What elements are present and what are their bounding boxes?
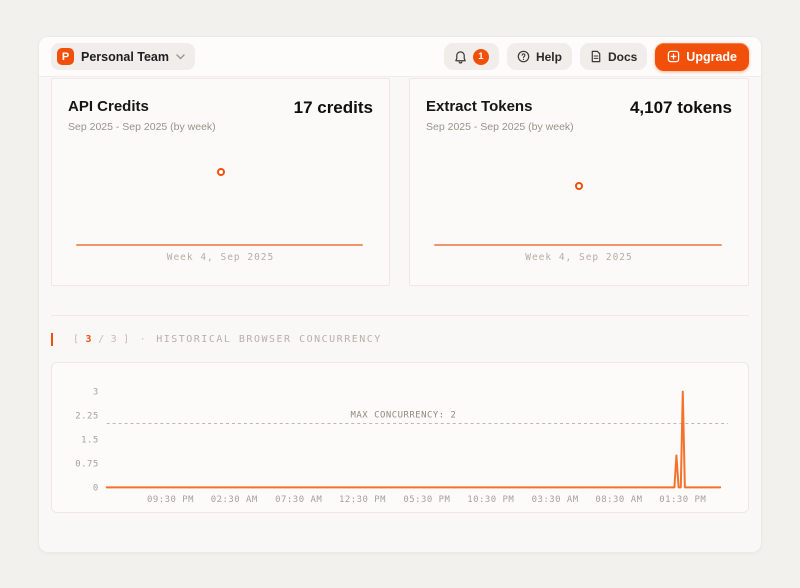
section-divider [51,315,749,316]
svg-text:05:30 PM: 05:30 PM [403,495,450,505]
team-name: Personal Team [81,49,170,64]
upgrade-button-label: Upgrade [686,49,737,64]
card-title: Extract Tokens [426,98,533,115]
svg-text:1.5: 1.5 [81,435,99,445]
team-switcher[interactable]: P Personal Team [51,43,196,70]
svg-text:3: 3 [93,388,99,398]
bell-icon [454,50,467,64]
x-axis-label: Week 4, Sep 2025 [525,252,633,263]
svg-text:0: 0 [93,483,99,493]
concurrency-chart-panel: 0 0.75 1.5 2.25 3 MAX CONCURRENCY: 2 09:30 PM 0… [51,362,749,513]
data-point-dot [575,182,583,190]
api-credits-card: API Credits Sep 2025 - Sep 2025 (by week… [51,78,390,286]
chart-baseline [434,244,722,246]
svg-text:08:30 AM: 08:30 AM [595,495,642,505]
pager-close-bracket: ] [123,334,131,345]
docs-button[interactable]: Docs [579,43,648,70]
notifications-button[interactable]: 1 [443,43,499,70]
card-total-value: 17 credits [293,98,373,117]
docs-button-label: Docs [607,49,638,64]
help-button-label: Help [535,49,562,64]
concurrency-chart-svg: 0 0.75 1.5 2.25 3 MAX CONCURRENCY: 2 09:30 PM 0… [75,388,729,505]
extract-tokens-card: Extract Tokens Sep 2025 - Sep 2025 (by w… [409,78,749,286]
svg-text:0.75: 0.75 [75,459,99,469]
data-point-dot [216,168,225,176]
help-icon [517,50,530,63]
help-button[interactable]: Help [506,43,572,70]
usage-cards-row: API Credits Sep 2025 - Sep 2025 (by week… [39,77,761,286]
x-axis-label: Week 4, Sep 2025 [166,252,275,263]
svg-text:09:30 PM: 09:30 PM [147,495,194,505]
card-subtitle: Sep 2025 - Sep 2025 (by week) [68,121,216,133]
notification-badge: 1 [472,48,489,65]
card-subtitle: Sep 2025 - Sep 2025 (by week) [426,121,574,133]
plus-square-icon [667,50,680,63]
svg-text:07:30 AM: 07:30 AM [275,495,322,505]
chevron-down-icon [176,53,185,60]
pager-total-pages: 3 [110,334,119,345]
svg-text:12:30 PM: 12:30 PM [339,495,386,505]
card-title: API Credits [68,98,149,115]
svg-text:MAX CONCURRENCY: 2: MAX CONCURRENCY: 2 [351,411,457,421]
cursor-bar [51,333,53,346]
svg-text:02:30 AM: 02:30 AM [211,495,258,505]
pager-open-bracket: [ [73,334,81,345]
upgrade-button[interactable]: Upgrade [655,42,749,71]
section-title: HISTORICAL BROWSER CONCURRENCY [156,334,382,345]
svg-text:10:30 PM: 10:30 PM [467,495,514,505]
team-logo-icon: P [57,48,74,65]
chart-baseline [76,244,363,246]
svg-text:03:30 AM: 03:30 AM [532,495,579,505]
app-container: P Personal Team 1 Help [38,36,762,553]
pager-current-page: 3 [85,334,94,345]
document-icon [590,50,602,63]
card-total-value: 4,107 tokens [629,98,732,117]
topbar: P Personal Team 1 Help [39,37,761,77]
concurrency-section-header: [ 3 / 3 ] · HISTORICAL BROWSER CONCURREN… [51,316,749,362]
topbar-actions: 1 Help Docs Upgrade [443,42,749,71]
bullet-separator: · [139,334,148,345]
pager-divider: / [98,334,106,345]
svg-text:2.25: 2.25 [75,412,99,422]
chart-pager[interactable]: [ 3 / 3 ] [73,334,131,345]
svg-text:01:30 PM: 01:30 PM [659,495,706,505]
